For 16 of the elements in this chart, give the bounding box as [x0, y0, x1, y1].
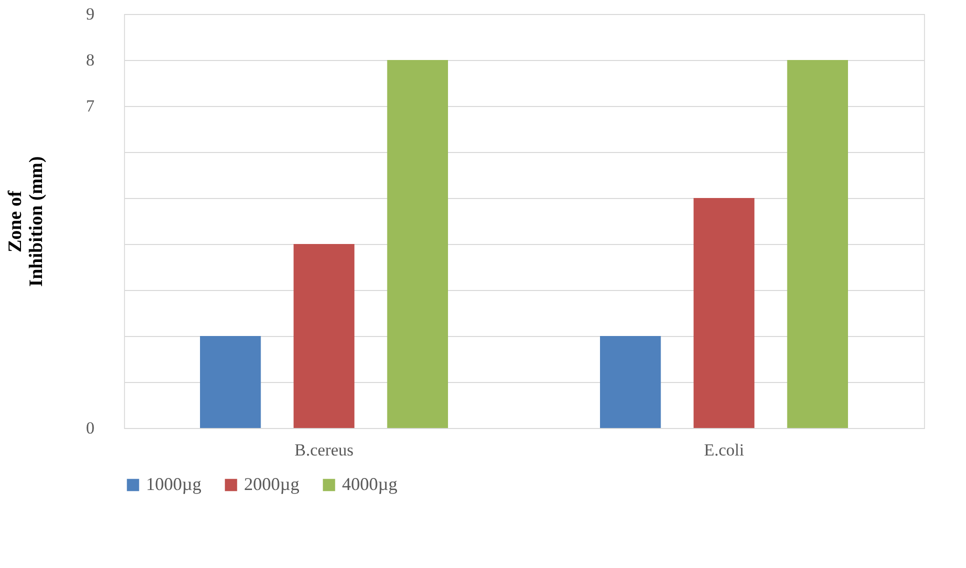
legend-label: 1000µg — [146, 474, 202, 494]
bar — [200, 336, 261, 428]
y-tick-label: 8 — [86, 50, 94, 70]
legend-label: 2000µg — [244, 474, 300, 494]
x-tick-label: E.coli — [704, 440, 744, 460]
bar — [694, 198, 754, 428]
x-tick-label: B.cereus — [294, 440, 354, 460]
bar — [294, 244, 354, 428]
y-axis-title: Zone of Inhibition (mm) — [5, 156, 47, 287]
bar — [600, 336, 661, 428]
y-tick-label: 9 — [86, 4, 94, 24]
y-tick-label: 7 — [86, 96, 95, 116]
bar — [387, 60, 448, 428]
y-tick-label: 0 — [86, 418, 94, 438]
legend-label: 4000µg — [342, 474, 398, 494]
bar — [787, 60, 848, 428]
